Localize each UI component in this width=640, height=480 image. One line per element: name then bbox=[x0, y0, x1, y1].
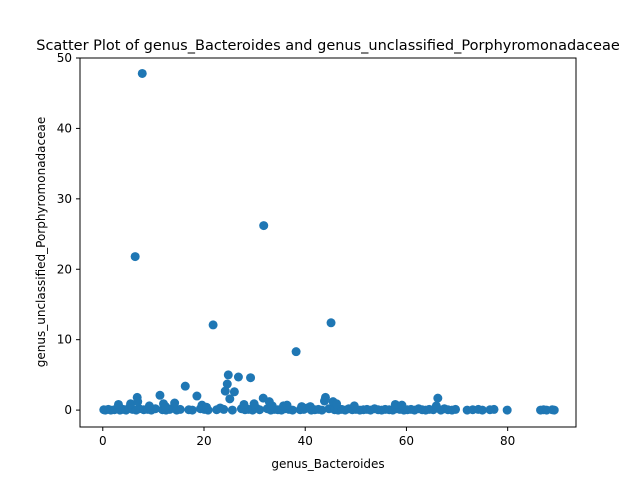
x-tick-label: 20 bbox=[196, 434, 211, 448]
x-axis-label: genus_Bacteroides bbox=[271, 457, 384, 471]
data-point bbox=[229, 387, 239, 397]
y-axis-ticks: 0 10 20 30 40 50 bbox=[57, 51, 80, 417]
data-point bbox=[192, 391, 202, 401]
data-point bbox=[255, 405, 265, 415]
plot-frame bbox=[79, 57, 577, 428]
data-point bbox=[222, 379, 232, 389]
data-point bbox=[549, 405, 559, 415]
data-point bbox=[451, 404, 461, 414]
data-point bbox=[349, 401, 359, 411]
data-point bbox=[390, 399, 400, 409]
x-tick-label: 80 bbox=[500, 434, 515, 448]
x-tick-label: 0 bbox=[99, 434, 107, 448]
data-point bbox=[267, 401, 277, 411]
data-point bbox=[502, 405, 512, 415]
chart-title: Scatter Plot of genus_Bacteroides and ge… bbox=[36, 38, 620, 54]
y-axis-label: genus_unclassified_Porphyromonadaceae bbox=[34, 117, 48, 367]
data-point bbox=[170, 398, 180, 408]
data-point bbox=[297, 402, 307, 412]
data-point bbox=[202, 402, 212, 412]
data-point bbox=[155, 390, 165, 400]
data-point bbox=[233, 372, 243, 382]
data-point bbox=[161, 402, 171, 412]
data-point bbox=[126, 399, 136, 409]
data-point bbox=[223, 370, 233, 380]
data-point bbox=[317, 405, 327, 415]
data-point bbox=[282, 400, 292, 410]
data-point bbox=[431, 401, 441, 411]
data-point bbox=[319, 396, 329, 406]
y-tick-label: 10 bbox=[57, 333, 72, 347]
data-point bbox=[489, 404, 499, 414]
data-point bbox=[137, 68, 147, 78]
data-points bbox=[99, 68, 559, 415]
data-point bbox=[291, 347, 301, 357]
data-point bbox=[175, 404, 185, 414]
data-point bbox=[144, 401, 154, 411]
data-point bbox=[326, 318, 336, 328]
data-point bbox=[239, 399, 249, 409]
data-point bbox=[180, 381, 190, 391]
data-point bbox=[225, 394, 235, 404]
y-tick-label: 20 bbox=[57, 262, 72, 276]
data-point bbox=[305, 402, 315, 412]
x-tick-label: 60 bbox=[399, 434, 414, 448]
data-point bbox=[246, 373, 256, 383]
y-tick-label: 0 bbox=[64, 403, 72, 417]
data-point bbox=[220, 386, 230, 396]
x-axis-ticks: 0 20 40 60 80 bbox=[99, 427, 515, 448]
data-point bbox=[249, 399, 259, 409]
data-point bbox=[397, 400, 407, 410]
data-point bbox=[208, 320, 218, 330]
data-point bbox=[477, 405, 487, 415]
data-point bbox=[113, 399, 123, 409]
y-tick-label: 50 bbox=[57, 51, 72, 65]
data-point bbox=[259, 221, 269, 231]
data-point bbox=[227, 405, 237, 415]
y-tick-label: 40 bbox=[57, 121, 72, 135]
data-point bbox=[332, 399, 342, 409]
data-point bbox=[130, 252, 140, 262]
data-point bbox=[433, 393, 443, 403]
x-tick-label: 40 bbox=[298, 434, 313, 448]
data-point bbox=[187, 405, 197, 415]
data-point bbox=[219, 404, 229, 414]
data-point bbox=[133, 397, 143, 407]
y-tick-label: 30 bbox=[57, 192, 72, 206]
